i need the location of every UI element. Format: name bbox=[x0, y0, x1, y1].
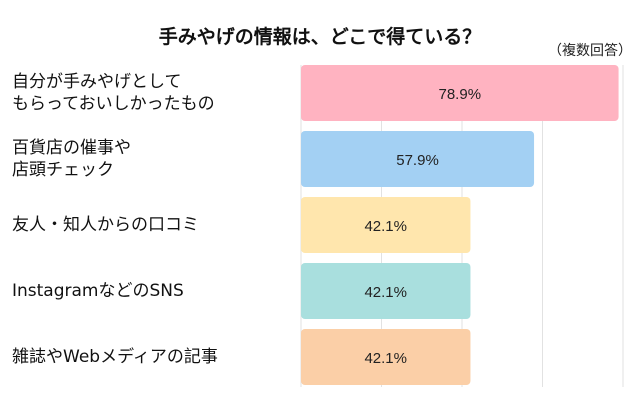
data-label: 42.1% bbox=[364, 350, 407, 367]
data-label: 57.9% bbox=[396, 152, 439, 169]
category-label: 雑誌やWebメディアの記事 bbox=[12, 347, 218, 367]
data-label: 42.1% bbox=[364, 284, 407, 301]
chart-note: （複数回答） bbox=[548, 43, 632, 59]
category-label: 自分が手みやげとして もらっておいしかったもの bbox=[12, 72, 215, 114]
bar bbox=[301, 131, 535, 187]
category-label: 百貨店の催事や 店頭チェック bbox=[12, 138, 131, 180]
bar bbox=[301, 65, 619, 121]
bar bbox=[301, 197, 471, 253]
bar bbox=[301, 263, 471, 319]
category-label: 友人・知人からの口コミ bbox=[12, 215, 199, 235]
category-label: InstagramなどのSNS bbox=[12, 281, 184, 301]
data-label: 78.9% bbox=[439, 86, 482, 103]
chart-title: 手みやげの情報は、どこで得ている？ bbox=[158, 26, 482, 48]
data-label: 42.1% bbox=[364, 218, 407, 235]
bar bbox=[301, 329, 471, 385]
